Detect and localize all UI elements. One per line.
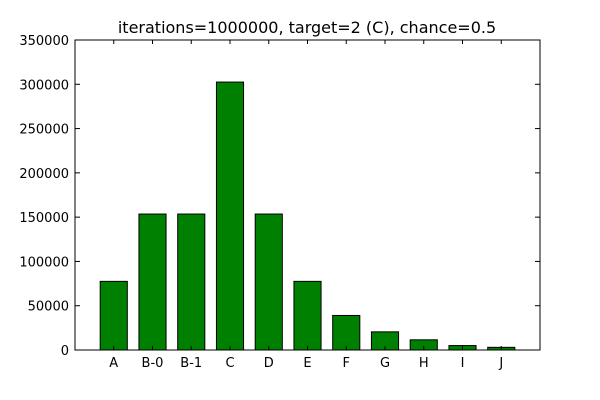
x-tick-label-B-0: B-0 [142,356,164,371]
y-tick-label-300000: 300000 [19,78,69,93]
bar-B-1 [177,213,206,351]
x-tick-label-B-1: B-1 [180,356,202,371]
bars-group [99,81,516,351]
chart-title: iterations=1000000, target=2 (C), chance… [118,18,496,37]
y-tick-label-50000: 50000 [28,300,69,315]
bar-C [215,81,245,351]
bar-F [332,314,361,351]
y-tick-label-350000: 350000 [19,34,69,49]
bar-E [293,280,322,351]
y-tick-label-100000: 100000 [19,255,69,270]
bar-B-0 [138,213,167,351]
x-tick-label-C: C [225,356,234,371]
x-tick-label-J: J [498,356,503,371]
y-tick-label-250000: 250000 [19,123,69,138]
x-tick-label-H: H [419,356,429,371]
bar-A [99,280,128,351]
x-tick-label-E: E [303,356,311,371]
y-tick-label-0: 0 [61,344,69,359]
x-tick-label-G: G [380,356,390,371]
bar-D [254,213,283,351]
x-tick-label-A: A [109,356,118,371]
plot-frame [74,39,541,351]
y-tick-label-150000: 150000 [19,211,69,226]
y-axis: 0 50000 100000 150000 200000 250000 300000 3500… [19,34,540,359]
y-tick-label-200000: 200000 [19,167,69,182]
x-axis: A B-0 B-1 C D E F G H I J [109,40,503,371]
x-tick-label-D: D [264,356,274,371]
x-tick-label-I: I [461,356,465,371]
x-tick-label-F: F [343,356,350,371]
